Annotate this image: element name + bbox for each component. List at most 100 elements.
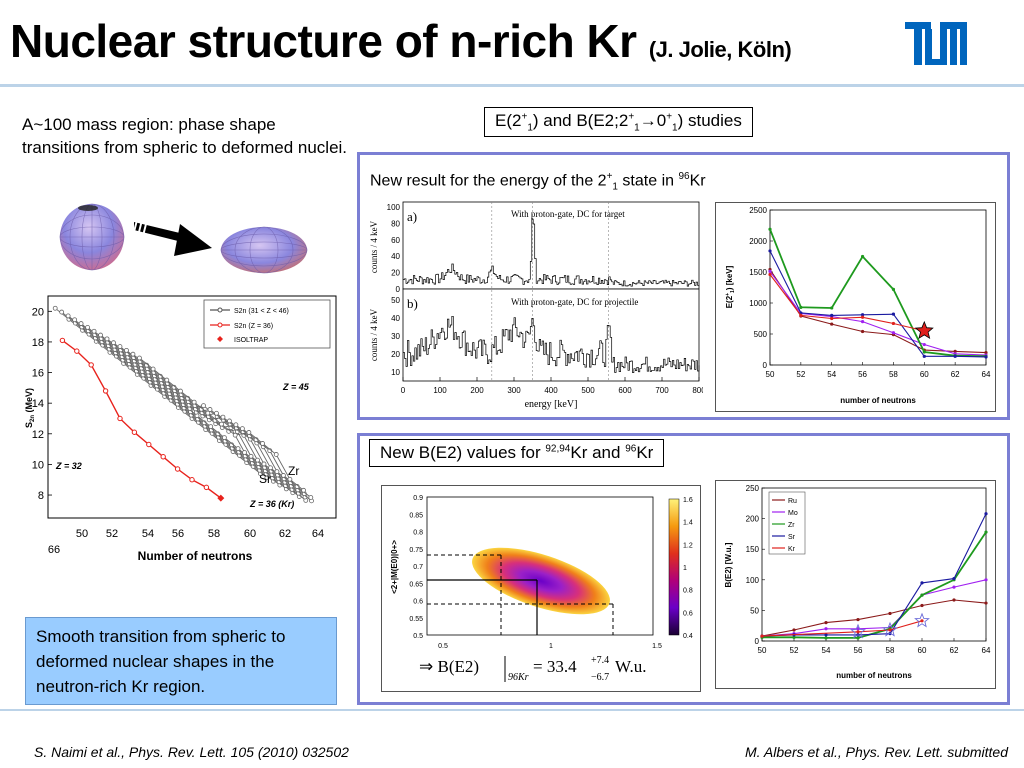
deformed-nucleus-icon (220, 226, 308, 274)
spectrum-ytick-b: 20 (391, 350, 400, 359)
e2-point (922, 350, 926, 354)
s2n-point (219, 421, 224, 427)
s2n-point (273, 452, 279, 457)
be2-point (984, 601, 988, 605)
spectrum-trace-b (403, 315, 700, 373)
be2-xtick: 60 (918, 646, 927, 655)
be2-point (792, 628, 796, 632)
e2-point (768, 227, 772, 231)
s2n-point (233, 422, 239, 428)
be2-point (952, 585, 956, 589)
page-title: Nuclear structure of n-rich Kr (J. Jolie… (10, 14, 792, 68)
intro-text: A~100 mass region: phase shape transitio… (22, 115, 348, 157)
e2-ytick: 2000 (749, 237, 767, 246)
s2n-point (268, 465, 273, 471)
annotation-z45: Z = 45 (282, 382, 310, 392)
contour-ytick: 0.7 (413, 564, 423, 571)
be2-legend-item: Zr (788, 522, 795, 529)
colorbar-tick: 1.4 (683, 520, 693, 527)
colorbar-tick: 0.8 (683, 588, 693, 595)
spherical-nucleus-icon (59, 203, 125, 271)
e2-xtick: 50 (766, 370, 775, 379)
s2n-kr-point (146, 441, 152, 448)
contour-xtick: 1.5 (652, 643, 662, 650)
be2-point (824, 633, 828, 637)
contour-ytick: 0.8 (413, 530, 423, 537)
s2n-ytick: 12 (32, 429, 44, 441)
s2n-point (137, 355, 142, 361)
s2n-legend: S2n (31 < Z < 46) S2n (Z = 36) ISOLTRAP (203, 299, 331, 349)
e2-point (891, 287, 896, 291)
s2n-legend-2: ISOLTRAP (234, 337, 268, 344)
s2n-point (111, 340, 116, 346)
contour-ytick: 0.85 (409, 512, 423, 519)
be2-series-mo (761, 579, 987, 637)
s2n-xtick: 54 (142, 528, 154, 540)
spectrum-ytick-b: 10 (391, 368, 400, 377)
be2-ytick: 250 (746, 484, 760, 493)
contour-ytick: 0.9 (413, 495, 423, 502)
formula-value: = 33.4 (533, 657, 577, 676)
be2-xtick: 62 (950, 646, 959, 655)
contour-ytick: 0.6 (413, 599, 423, 606)
summary-box: Smooth transition from spheric to deform… (25, 617, 337, 705)
contour-ytick: 0.75 (409, 547, 423, 554)
s2n-point (281, 473, 286, 478)
spectrum-ytick-a: 0 (396, 285, 401, 294)
e2-ytick: 500 (754, 330, 768, 339)
be2-ytick: 50 (750, 606, 759, 615)
s2n-point (248, 453, 254, 459)
e2-point (830, 322, 834, 326)
footer-left-reference: S. Naimi et al., Phys. Rev. Lett. 105 (2… (34, 744, 349, 760)
contour-xtick: 0.5 (438, 643, 448, 650)
formula-upper-error: +7.4 (591, 655, 609, 666)
spectrum-xlabel: energy [keV] (525, 399, 578, 410)
colorbar-tick: 1.2 (683, 542, 693, 549)
be2-panel-label: New B(E2) values for 92,94Kr and 96Kr (369, 439, 665, 467)
s2n-xtick: 62 (279, 528, 291, 540)
formula-unit: W.u. (615, 657, 647, 676)
e2-point (891, 331, 896, 335)
annotation-z36: Z = 36 (Kr) (249, 499, 294, 509)
annotation-sr: Sr (259, 472, 271, 486)
e2-ytick: 1000 (749, 299, 767, 308)
e2-point (830, 316, 834, 321)
e2-point (953, 354, 957, 358)
spectrum-title-a: With proton-gate, DC for target (511, 209, 625, 219)
s2n-kr-point (117, 415, 123, 422)
formula-lhs: ⇒ B(E2) (419, 657, 479, 676)
s2n-point (260, 441, 265, 446)
colorbar (668, 498, 680, 636)
s2n-point (308, 495, 314, 500)
s2n-legend-1: S2n (Z = 36) (234, 323, 273, 330)
s2n-point (205, 410, 211, 416)
s2n-ytick: 14 (32, 398, 44, 410)
s2n-point (239, 426, 245, 431)
be2-point (856, 630, 860, 634)
s2n-point (178, 388, 183, 394)
be2-point (824, 636, 828, 640)
be2-point (920, 619, 924, 623)
s2n-kr-point (102, 388, 109, 394)
spectrum-ytick-a: 100 (387, 203, 401, 212)
s2n-point (287, 476, 293, 482)
formula-sub: 96Kr (508, 672, 529, 683)
s2n-legend-0: S2n (31 < Z < 46) (234, 308, 289, 315)
be2-point (920, 593, 924, 597)
s2n-kr-point (59, 337, 66, 344)
e2-point (860, 329, 865, 334)
s2n-point (227, 418, 232, 424)
s2n-point (78, 321, 84, 326)
spectrum-xtick: 700 (655, 386, 669, 395)
s2n-xtick: 52 (106, 528, 118, 540)
e2-point (953, 349, 957, 353)
s2n-point (221, 435, 227, 441)
be2-star-icon (882, 621, 898, 637)
gamma-spectrum-chart: 0 20 40 60 80 100 10 20 30 40 50 0 100 200 300 400 500… (369, 201, 703, 410)
spectrum-tag-b: b) (407, 296, 418, 311)
be2-legend-item: Ru (788, 498, 797, 505)
be2-point (952, 598, 956, 602)
energy-panel-label: New result for the energy of the 2+1 sta… (370, 171, 706, 193)
be2-star-icon (914, 612, 930, 628)
